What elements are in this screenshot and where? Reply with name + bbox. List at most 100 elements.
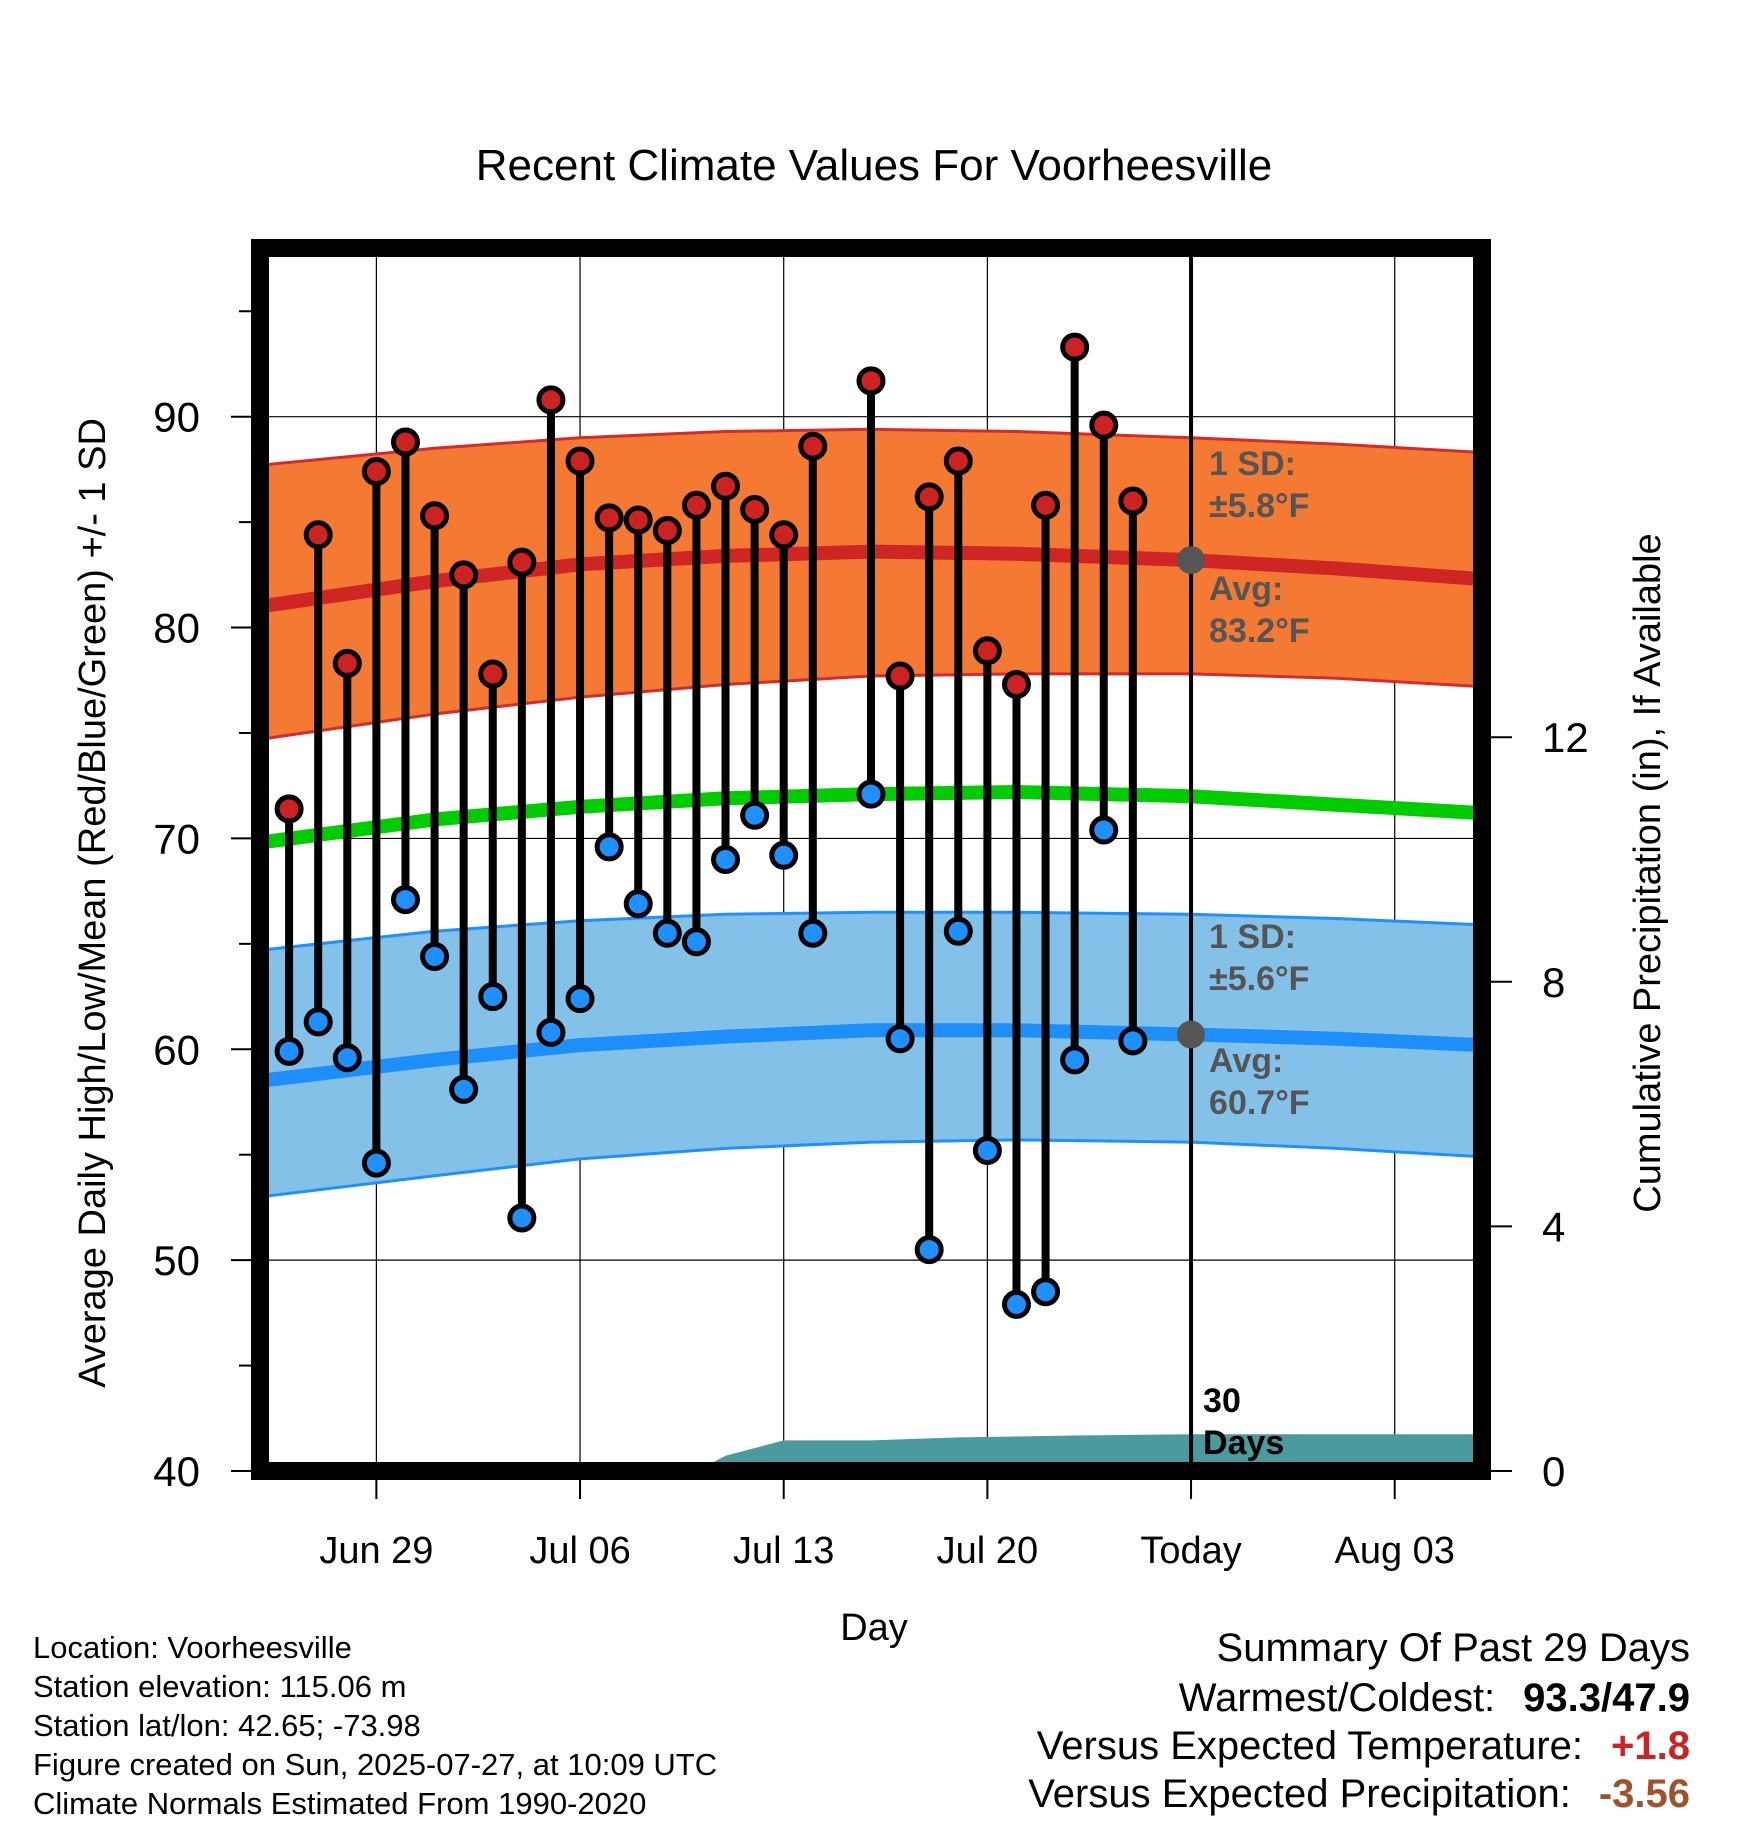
daily-low-point (420, 941, 450, 971)
daily-high-point (856, 366, 886, 396)
daily-low-point (623, 889, 653, 919)
y2-tick-label: 4 (1542, 1203, 1565, 1250)
daily-high-point (711, 471, 741, 501)
daily-low-point (652, 918, 682, 948)
high-sd-value: ±5.8°F (1209, 487, 1309, 525)
daily-low-point (1060, 1045, 1090, 1075)
daily-high-point (420, 501, 450, 531)
daily-low-point (1118, 1026, 1148, 1056)
low-sd-band (260, 910, 1482, 1199)
daily-low-point (449, 1074, 479, 1104)
low-avg-marker (1177, 1020, 1206, 1049)
high-avg-value: 83.2°F (1209, 612, 1310, 650)
temp-row: Versus Expected Temperature: +1.8 (1028, 1722, 1690, 1770)
y2-tick-label: 0 (1542, 1448, 1565, 1495)
daily-high-point (972, 636, 1002, 666)
warm-cold-value: 93.3/47.9 (1523, 1676, 1690, 1720)
x-tick-label: Jul 20 (937, 1530, 1038, 1572)
x-tick-label: Aug 03 (1334, 1530, 1454, 1572)
created-text: Figure created on Sun, 2025-07-27, at 10… (33, 1747, 718, 1782)
x-tick-label: Today (1140, 1530, 1241, 1572)
y-tick-label: 50 (153, 1237, 200, 1284)
daily-low-point (1001, 1289, 1031, 1319)
normal-low-line (260, 1023, 1482, 1088)
precip-value: -3.56 (1598, 1772, 1690, 1816)
low-sd-value: ±5.6°F (1209, 960, 1309, 998)
location-text: Location: Voorheesville (33, 1630, 352, 1665)
y-axis-label: Average Daily High/Low/Mean (Red/Blue/Gr… (72, 418, 114, 1388)
daily-high-point (478, 659, 508, 689)
y2-tick-label: 12 (1542, 714, 1589, 761)
daily-high-point (1031, 490, 1061, 520)
daily-high-point (361, 457, 391, 487)
y-tick-label: 70 (153, 815, 200, 862)
daily-low-point (914, 1235, 944, 1265)
daily-high-point (740, 494, 770, 524)
daily-high-point (594, 503, 624, 533)
x-axis-label: Day (840, 1607, 908, 1649)
y-tick-label: 60 (153, 1026, 200, 1073)
precip-row: Versus Expected Precipitation: -3.56 (1028, 1770, 1690, 1818)
plot-frame (251, 239, 1491, 1480)
daily-low-point (856, 779, 886, 809)
daily-high-point (1060, 332, 1090, 362)
daily-low-point (1031, 1277, 1061, 1307)
daily-low-point (1089, 815, 1119, 845)
temp-value: +1.8 (1611, 1724, 1690, 1768)
today-days-label: 30 (1203, 1382, 1241, 1420)
daily-low-point (303, 1007, 333, 1037)
daily-high-point (914, 482, 944, 512)
daily-low-point (478, 982, 508, 1012)
daily-high-point (303, 520, 333, 550)
low-sd-label: 1 SD: (1209, 918, 1296, 956)
daily-low-point (332, 1043, 362, 1073)
daily-high-point (507, 547, 537, 577)
daily-high-point (390, 427, 420, 457)
daily-high-point (943, 446, 973, 476)
daily-high-point (536, 385, 566, 415)
daily-low-point (594, 832, 624, 862)
daily-high-point (798, 431, 828, 461)
daily-high-point (681, 490, 711, 520)
daily-high-point (623, 505, 653, 535)
daily-low-point (740, 800, 770, 830)
daily-high-point (274, 794, 304, 824)
low-avg-value: 60.7°F (1209, 1084, 1310, 1122)
chart-title: Recent Climate Values For Voorheesville (476, 141, 1272, 190)
daily-low-point (711, 845, 741, 874)
daily-high-point (885, 661, 915, 691)
today-days-label: Days (1203, 1424, 1284, 1462)
daily-high-point (332, 648, 362, 678)
daily-high-point (1001, 669, 1031, 699)
daily-high-point (1089, 410, 1119, 440)
daily-high-point (449, 560, 479, 590)
normals-text: Climate Normals Estimated From 1990-2020 (33, 1786, 647, 1821)
daily-low-point (798, 918, 828, 948)
daily-low-point (885, 1024, 915, 1054)
y2-axis-label: Cumulative Precipitation (in), If Availa… (1627, 533, 1669, 1212)
y-tick-label: 40 (153, 1448, 200, 1495)
y-tick-label: 80 (153, 605, 200, 652)
high-avg-label: Avg: (1209, 570, 1283, 608)
daily-low-point (536, 1017, 566, 1047)
elevation-text: Station elevation: 115.06 m (33, 1669, 407, 1704)
warm-cold-row: Warmest/Coldest: 93.3/47.9 (1028, 1674, 1690, 1722)
daily-low-point (361, 1148, 391, 1178)
daily-high-point (769, 520, 799, 550)
warm-cold-label: Warmest/Coldest: (1178, 1676, 1496, 1720)
daily-high-point (1118, 486, 1148, 516)
summary-title: Summary Of Past 29 Days (1216, 1626, 1690, 1670)
x-tick-label: Jun 29 (319, 1530, 433, 1572)
latlon-text: Station lat/lon: 42.65; -73.98 (33, 1708, 421, 1743)
daily-high-point (652, 516, 682, 546)
y2-tick-label: 8 (1542, 959, 1565, 1006)
x-tick-label: Jul 13 (733, 1530, 834, 1572)
low-avg-label: Avg: (1209, 1042, 1283, 1080)
daily-low-point (274, 1036, 304, 1066)
precip-label: Versus Expected Precipitation: (1028, 1772, 1571, 1816)
precipitation-area (260, 1434, 1482, 1471)
temp-label: Versus Expected Temperature: (1036, 1724, 1584, 1768)
daily-low-point (681, 927, 711, 957)
station-info: Location: Voorheesville Station elevatio… (33, 1628, 717, 1823)
